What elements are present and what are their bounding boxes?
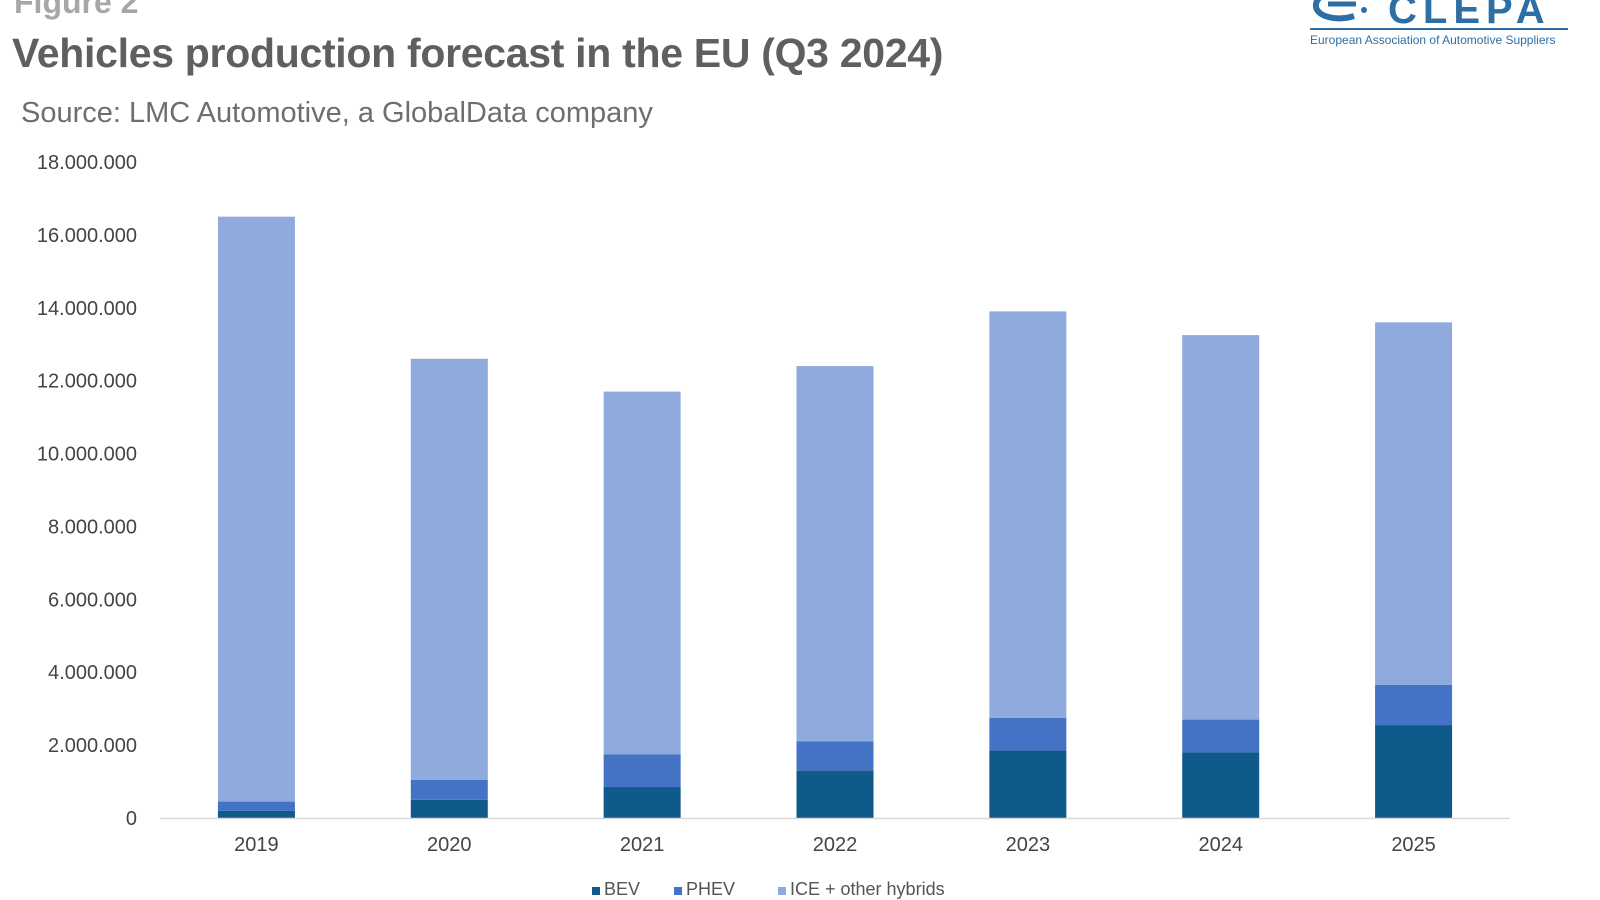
x-tick-label: 2019 (234, 834, 279, 856)
x-tick-label: 2024 (1198, 834, 1243, 856)
y-tick-label: 16.000.000 (37, 225, 137, 247)
chart-subtitle: Source: LMC Automotive, a GlobalData com… (21, 97, 653, 129)
y-tick-label: 2.000.000 (48, 735, 137, 757)
bar-segment-phev (410, 779, 488, 800)
legend-swatch (778, 887, 786, 895)
bars (217, 216, 1453, 818)
bar-segment-phev (989, 717, 1067, 751)
bar-segment-ice-other-hybrids (410, 358, 488, 780)
bar-segment-bev (217, 810, 295, 818)
y-tick-label: 10.000.000 (37, 444, 137, 466)
bar-segment-phev (217, 801, 295, 811)
bar-segment-ice-other-hybrids (603, 391, 681, 755)
y-tick-label: 12.000.000 (37, 371, 137, 393)
y-tick-label: 6.000.000 (48, 589, 137, 611)
y-tick-label: 8.000.000 (48, 516, 137, 538)
y-tick-label: 0 (126, 808, 137, 830)
bar-segment-ice-other-hybrids (1182, 335, 1260, 720)
logo-name: CLEPA (1388, 0, 1551, 32)
y-tick-label: 4.000.000 (48, 662, 137, 684)
logo-divider (1310, 28, 1568, 30)
bar-segment-bev (989, 750, 1067, 818)
chart-title: Vehicles production forecast in the EU (… (12, 30, 944, 76)
x-tick-label: 2025 (1391, 834, 1436, 856)
bar-segment-bev (410, 799, 488, 818)
x-tick-label: 2020 (427, 834, 472, 856)
y-axis: 0 2.000.000 4.000.000 6.000.000 8.000.000 10.… (37, 152, 137, 830)
legend-swatch (674, 887, 682, 895)
x-tick-label: 2022 (813, 834, 858, 856)
bar-segment-bev (603, 787, 681, 818)
bar-segment-bev (796, 770, 874, 818)
y-tick-label: 18.000.000 (37, 152, 137, 174)
logo-tagline: European Association of Automotive Suppl… (1310, 33, 1556, 47)
figure-label: Figure 2 (14, 0, 139, 20)
legend-label: BEV (604, 879, 640, 899)
bar-segment-bev (1182, 752, 1260, 818)
bar-segment-ice-other-hybrids (1375, 322, 1453, 685)
clepa-logo-icon (1313, 0, 1367, 22)
bar-segment-phev (603, 754, 681, 788)
clepa-logo: CLEPA European Association of Automotive… (1310, 0, 1580, 52)
y-tick-label: 14.000.000 (37, 298, 137, 320)
bar-segment-ice-other-hybrids (796, 366, 874, 742)
legend-swatch (592, 887, 600, 895)
bar-segment-phev (796, 741, 874, 771)
bar-segment-phev (1375, 684, 1453, 726)
bar-segment-ice-other-hybrids (217, 216, 295, 802)
legend: BEV PHEV ICE + other hybrids (592, 879, 945, 899)
bar-segment-phev (1182, 719, 1260, 753)
legend-label: PHEV (686, 879, 735, 899)
legend-label: ICE + other hybrids (790, 879, 945, 899)
bar-segment-ice-other-hybrids (989, 311, 1067, 718)
x-tick-label: 2023 (1006, 834, 1051, 856)
x-axis: 2019 2020 2021 2022 2023 2024 2025 (160, 817, 1510, 856)
x-tick-label: 2021 (620, 834, 665, 856)
bar-segment-bev (1375, 725, 1453, 818)
